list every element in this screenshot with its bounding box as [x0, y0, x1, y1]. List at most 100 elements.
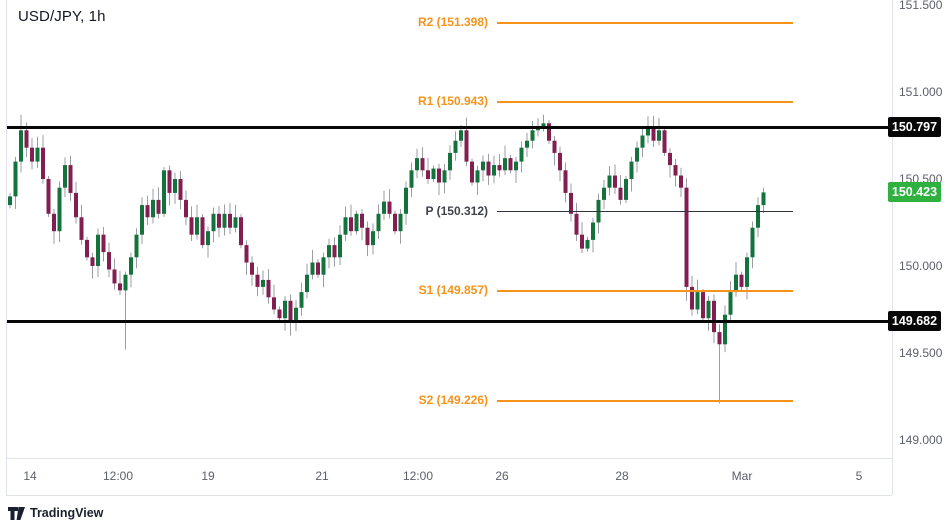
- candle-body: [8, 196, 12, 206]
- candle-body: [332, 245, 337, 258]
- plot-left-border: [6, 0, 7, 495]
- candle-body: [349, 217, 353, 232]
- candle-body: [657, 130, 661, 141]
- time-tick-label: 12:00: [102, 469, 134, 483]
- candle-body: [668, 152, 672, 166]
- candle-body: [607, 175, 612, 188]
- tradingview-logo[interactable]: TradingView: [8, 506, 103, 520]
- candle-body: [107, 252, 111, 270]
- candle-body: [35, 147, 40, 162]
- candle-body: [382, 201, 386, 214]
- candle-body: [250, 262, 254, 275]
- candle-body: [96, 234, 100, 266]
- candle-body: [371, 231, 375, 246]
- candle-body: [640, 135, 645, 148]
- candle-body: [255, 274, 260, 287]
- candle-body: [167, 170, 172, 193]
- chart-plot-area[interactable]: R2 (151.398) R1 (150.943) P (150.312) S1 (1…: [0, 0, 892, 458]
- time-tick-label: Mar: [731, 469, 753, 483]
- price-axis[interactable]: 151.500 151.000 150.500 150.000 149.500 149.0…: [888, 0, 949, 495]
- candle-body: [712, 300, 716, 333]
- pivot-label-p: P (150.312): [425, 203, 489, 218]
- candle-body: [756, 205, 760, 228]
- candle-body: [629, 161, 634, 179]
- candle-body: [695, 292, 700, 310]
- candle-body: [673, 165, 678, 176]
- pivot-line-s2: [497, 399, 793, 402]
- candle-body: [316, 262, 320, 275]
- candle-body: [701, 292, 705, 319]
- candle-body: [569, 192, 573, 214]
- candle-body: [19, 130, 23, 162]
- candle-body: [338, 234, 342, 258]
- candle-body: [635, 147, 639, 162]
- candle-body: [327, 245, 331, 258]
- candle-body: [398, 213, 403, 232]
- key-level-line-1[interactable]: [6, 319, 892, 323]
- candle-body: [442, 170, 447, 183]
- candle-body: [618, 187, 623, 200]
- candle-body: [299, 292, 304, 308]
- candle-body: [288, 300, 293, 322]
- candle-body: [541, 123, 546, 127]
- key-level-price-label: 149.682: [888, 311, 941, 332]
- candle-body: [503, 158, 507, 171]
- candle-body: [360, 213, 364, 228]
- candle-body: [244, 245, 249, 263]
- symbol-title: USD/JPY, 1h: [18, 8, 106, 25]
- time-tick-label: 26: [495, 469, 509, 483]
- candle-body: [233, 217, 238, 228]
- candle-body: [585, 239, 590, 249]
- candle-body: [558, 152, 562, 171]
- candle-body: [321, 257, 326, 275]
- candle-body: [52, 213, 56, 232]
- candle-body: [514, 161, 518, 171]
- candle-body: [261, 279, 265, 287]
- candle-body: [277, 309, 282, 319]
- candle-body: [624, 179, 628, 200]
- candle-body: [13, 161, 18, 197]
- candle-body: [563, 170, 568, 193]
- candle-body: [420, 158, 425, 171]
- pivot-label-r2: R2 (151.398): [417, 14, 488, 29]
- candle-body: [365, 227, 370, 246]
- candle-body: [68, 165, 73, 193]
- candle-body: [156, 199, 161, 214]
- tradingview-logo-text: TradingView: [30, 506, 104, 520]
- candle-body: [393, 213, 397, 232]
- candle-body: [354, 213, 359, 232]
- pivot-label-s1: S1 (149.857): [418, 282, 488, 297]
- candle-body: [453, 140, 458, 153]
- candle-body: [437, 168, 441, 183]
- candle-body: [63, 165, 67, 188]
- candle-body: [46, 179, 51, 214]
- key-level-line-0[interactable]: [6, 125, 892, 129]
- candle-body: [464, 130, 469, 162]
- candle-body: [310, 262, 315, 275]
- candlestick-series: [8, 114, 766, 404]
- candle-body: [475, 170, 480, 183]
- candle-body: [266, 279, 271, 298]
- time-axis[interactable]: 14 12:00 19 21 12:00 26 28 Mar 5: [0, 458, 892, 495]
- price-tick-label: 150.000: [899, 259, 943, 273]
- pivot-label-r1: R1 (150.943): [417, 93, 488, 108]
- candle-body: [481, 161, 485, 171]
- candle-body: [750, 227, 755, 258]
- candle-body: [283, 300, 287, 319]
- candle-body: [547, 123, 551, 141]
- candle-body: [145, 205, 150, 218]
- candle-body: [343, 217, 348, 235]
- candle-body: [112, 269, 117, 284]
- candle-body: [706, 300, 711, 319]
- candle-body: [211, 213, 216, 232]
- candle-body: [30, 147, 34, 162]
- candle-body: [200, 217, 205, 246]
- candle-body: [497, 165, 502, 171]
- pivot-line-r1: [497, 100, 793, 103]
- candle-body: [239, 217, 243, 246]
- candle-body: [580, 234, 584, 249]
- time-axis-bottom-border: [6, 495, 892, 496]
- candle-body: [294, 307, 298, 322]
- candle-body: [448, 152, 452, 171]
